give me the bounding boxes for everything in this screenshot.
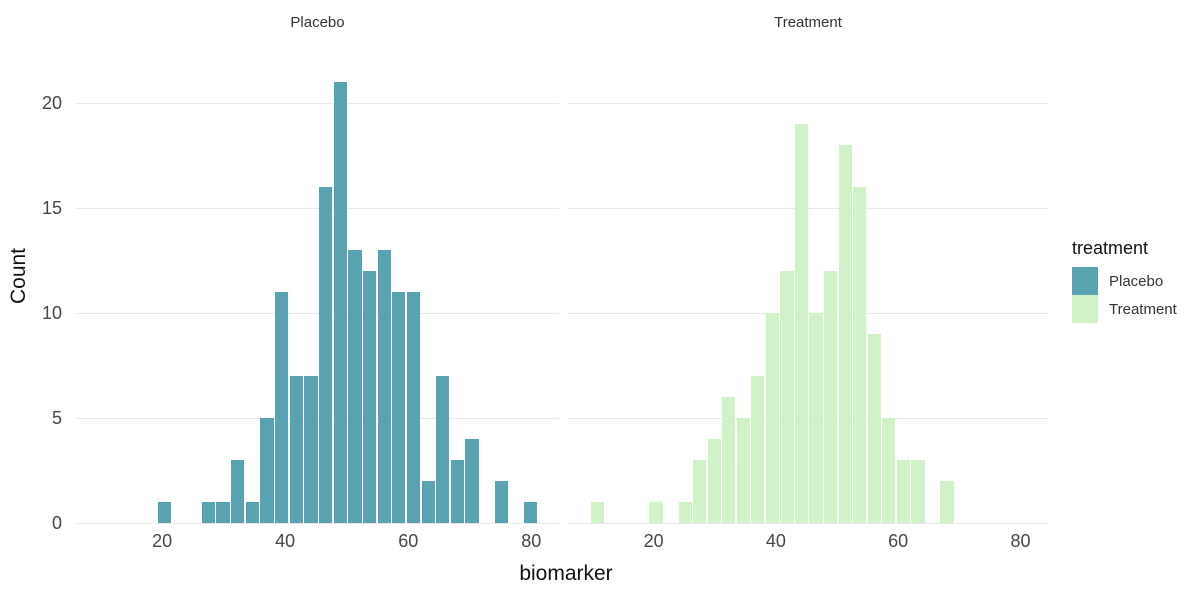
gridline-y-0 xyxy=(568,523,1048,524)
histogram-bar xyxy=(348,250,362,523)
histogram-bar xyxy=(157,502,172,523)
histogram-bar xyxy=(524,502,538,523)
x-tick-label-80: 80 xyxy=(1010,531,1031,551)
legend-swatch-treatment xyxy=(1072,295,1098,323)
legend: treatment Placebo Treatment xyxy=(1072,238,1177,323)
histogram-bar xyxy=(231,460,245,523)
histogram-bar xyxy=(406,292,421,523)
legend-title: treatment xyxy=(1072,238,1149,258)
histogram-bar xyxy=(853,187,867,523)
gridline-y-10 xyxy=(76,313,559,314)
legend-label: Treatment xyxy=(1109,300,1177,318)
histogram-bar xyxy=(780,271,794,523)
histogram-bar xyxy=(436,376,450,523)
histogram-bar xyxy=(736,418,750,523)
x-tick-label-40: 40 xyxy=(275,531,296,551)
histogram-bar xyxy=(838,145,852,523)
x-tick-label-20: 20 xyxy=(643,531,664,551)
gridline-y-20 xyxy=(568,103,1048,104)
x-tick-label-60: 60 xyxy=(398,531,419,551)
histogram-bar xyxy=(201,502,216,523)
histogram-bar xyxy=(450,460,465,523)
histogram-bar xyxy=(392,292,406,523)
histogram-bar xyxy=(465,439,479,523)
histogram-bar xyxy=(260,418,274,523)
x-tick-label-40: 40 xyxy=(765,531,786,551)
histogram-bar xyxy=(318,187,333,523)
histogram-bar xyxy=(693,460,707,523)
histogram-bar xyxy=(304,376,318,523)
gridline-y-0 xyxy=(76,523,559,524)
y-tick-label-5: 5 xyxy=(51,408,62,428)
gridline-y-20 xyxy=(76,103,559,104)
y-tick-label-15: 15 xyxy=(41,198,62,218)
histogram-bar xyxy=(245,502,259,523)
histogram-bar xyxy=(707,439,721,523)
legend-entry-treatment: Treatment xyxy=(1072,295,1177,323)
histogram-bar xyxy=(649,502,663,523)
histogram-bar xyxy=(824,271,838,523)
gridline-y-15 xyxy=(76,208,559,209)
x-tick-label-80: 80 xyxy=(521,531,542,551)
histogram-bar xyxy=(809,313,823,523)
histogram-bar xyxy=(722,397,736,523)
legend-entry-placebo: Placebo xyxy=(1072,267,1177,295)
histogram-bar xyxy=(896,460,910,523)
histogram-bar xyxy=(765,313,779,523)
legend-label: Placebo xyxy=(1109,272,1164,290)
histogram-bar xyxy=(794,124,809,523)
histogram-bar xyxy=(678,502,692,523)
histogram-bar xyxy=(289,376,303,523)
legend-swatch-placebo xyxy=(1072,267,1098,295)
histogram-bar xyxy=(867,334,881,523)
y-tick-label-10: 10 xyxy=(41,303,62,323)
x-tick-label-60: 60 xyxy=(888,531,909,551)
facet-title-placebo: Placebo xyxy=(290,14,345,31)
y-tick-label-20: 20 xyxy=(41,93,62,113)
histogram-bar xyxy=(377,250,391,523)
histogram-bar xyxy=(591,502,605,523)
histogram-bar xyxy=(421,481,435,523)
histogram-bar xyxy=(940,481,954,523)
legend-items: Placebo Treatment xyxy=(1072,267,1177,323)
panel-treatment xyxy=(568,42,1048,524)
x-tick-label-20: 20 xyxy=(152,531,173,551)
histogram-bar xyxy=(216,502,230,523)
histogram-bar xyxy=(911,460,925,523)
histogram-bar xyxy=(333,82,347,523)
histogram-bar xyxy=(882,418,896,523)
histogram-bar xyxy=(362,271,377,523)
y-tick-label-0: 0 xyxy=(51,513,62,533)
histogram-bar xyxy=(751,376,765,523)
x-axis-title: biomarker xyxy=(519,562,613,585)
histogram-bar xyxy=(494,481,508,523)
panel-placebo xyxy=(76,42,559,524)
facet-title-treatment: Treatment xyxy=(774,14,842,31)
histogram-bar xyxy=(275,292,289,523)
